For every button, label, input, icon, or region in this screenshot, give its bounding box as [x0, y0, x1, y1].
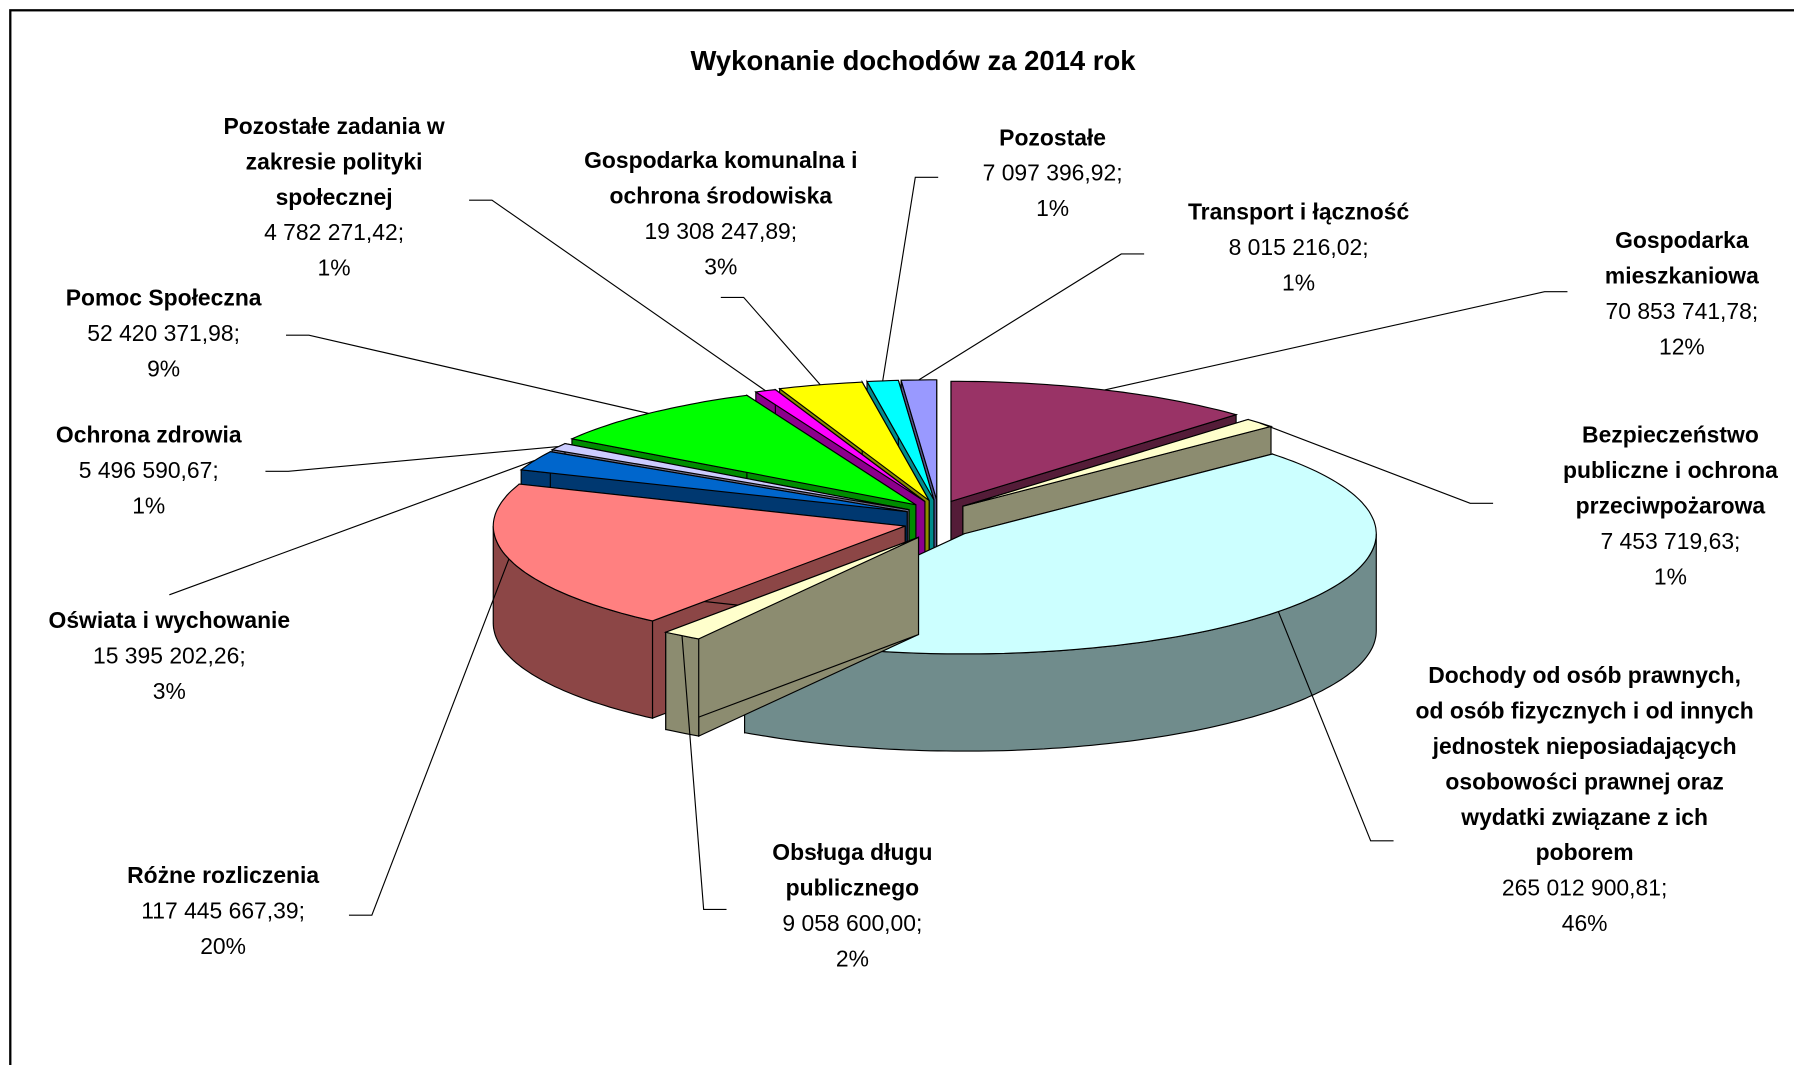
percent-label: 1% [132, 494, 166, 520]
percent-label: 3% [152, 679, 186, 705]
value-label: 7 453 719,63; [1600, 529, 1741, 555]
leader-line [265, 446, 559, 472]
slice-top [570, 394, 917, 506]
data-label: Różne rozliczenia 117 445 667,39; 20% [86, 859, 361, 965]
chart-title: Wykonanie dochodów za 2014 rok [690, 45, 1136, 77]
value-label: 4 782 271,42; [264, 220, 405, 246]
category-label: Gospodarka komunalna i ochrona środowisk… [584, 148, 858, 210]
slice-top [950, 380, 1239, 503]
data-label: Dochody od osób prawnych, od osób fizycz… [1413, 659, 1756, 943]
data-label: Bezpieczeństwo publiczne i ochrona przec… [1527, 419, 1794, 596]
leader-line [1277, 611, 1394, 842]
value-label: 52 420 371,98; [87, 321, 240, 347]
category-label: Bezpieczeństwo publiczne i ochrona przec… [1562, 423, 1778, 520]
value-label: 265 012 900,81; [1501, 876, 1668, 902]
category-label: Różne rozliczenia [127, 863, 320, 889]
leader-line [882, 176, 939, 382]
percent-label: 9% [147, 356, 181, 383]
data-label: Transport i łączność 8 015 216,02; 1% [1150, 196, 1447, 302]
slice-top [754, 389, 926, 502]
value-label: 8 015 216,02; [1228, 235, 1369, 261]
value-label: 19 308 247,89; [644, 219, 798, 245]
leader-line [720, 296, 821, 386]
value-label: 5 496 590,67; [78, 458, 219, 484]
category-label: Ochrona zdrowia [55, 423, 242, 449]
leader-line [918, 253, 1145, 381]
data-label: Gospodarka mieszkaniowa 70 853 741,78; 12% [1567, 224, 1794, 366]
slice-top [663, 536, 919, 640]
value-label: 117 445 667,39; [141, 899, 305, 925]
leader-line [469, 199, 766, 392]
value-label: 9 058 600,00; [782, 911, 923, 937]
data-label: Oświata i wychowanie 15 395 202,26; 3% [3, 604, 335, 710]
data-label: Pomoc Społeczna 52 420 371,98; 9% [26, 281, 301, 387]
data-label: Pozostałe zadania w zakresie polityki sp… [185, 110, 482, 287]
category-label: Obsługa długu publicznego [772, 840, 933, 902]
percent-label: 1% [317, 256, 351, 282]
slice-top [519, 451, 908, 513]
percent-label: 1% [1036, 196, 1070, 222]
percent-label: 20% [200, 934, 247, 960]
slice-top [550, 443, 910, 511]
leader-line [169, 460, 535, 596]
slice-wall [665, 631, 700, 737]
value-label: 70 853 741,78; [1605, 299, 1759, 325]
percent-label: 46% [1561, 911, 1608, 937]
category-label: Gospodarka mieszkaniowa [1604, 228, 1759, 290]
leader-line [286, 334, 649, 414]
data-label: Gospodarka komunalna i ochrona środowisk… [549, 144, 892, 286]
category-label: Pomoc Społeczna [65, 285, 262, 312]
percent-label: 12% [1658, 335, 1705, 361]
percent-label: 1% [1282, 271, 1316, 297]
category-label: Pozostałe zadania w zakresie polityki sp… [223, 114, 445, 211]
percent-label: 3% [704, 255, 738, 281]
category-label: Pozostałe [999, 125, 1106, 151]
percent-label: 2% [835, 947, 869, 973]
slice [663, 536, 920, 738]
data-label: Pozostałe 7 097 396,92; 1% [950, 121, 1156, 227]
value-label: 7 097 396,92; [982, 161, 1123, 187]
value-label: 15 395 202,26; [92, 644, 246, 670]
percent-label: 1% [1653, 565, 1687, 591]
leader-line [348, 558, 510, 916]
slice-top [962, 418, 1274, 507]
leader-line [1259, 422, 1494, 504]
leader-line [681, 635, 727, 910]
data-label: Obsługa długu publicznego 9 058 600,00; 2% [727, 836, 979, 978]
data-label: Ochrona zdrowia 5 496 590,67; 1% [23, 419, 275, 525]
leader-line [1104, 291, 1568, 391]
category-label: Oświata i wychowanie [48, 608, 291, 634]
category-label: Dochody od osób prawnych, od osób fizycz… [1415, 663, 1754, 866]
category-label: Transport i łączność [1187, 200, 1410, 226]
